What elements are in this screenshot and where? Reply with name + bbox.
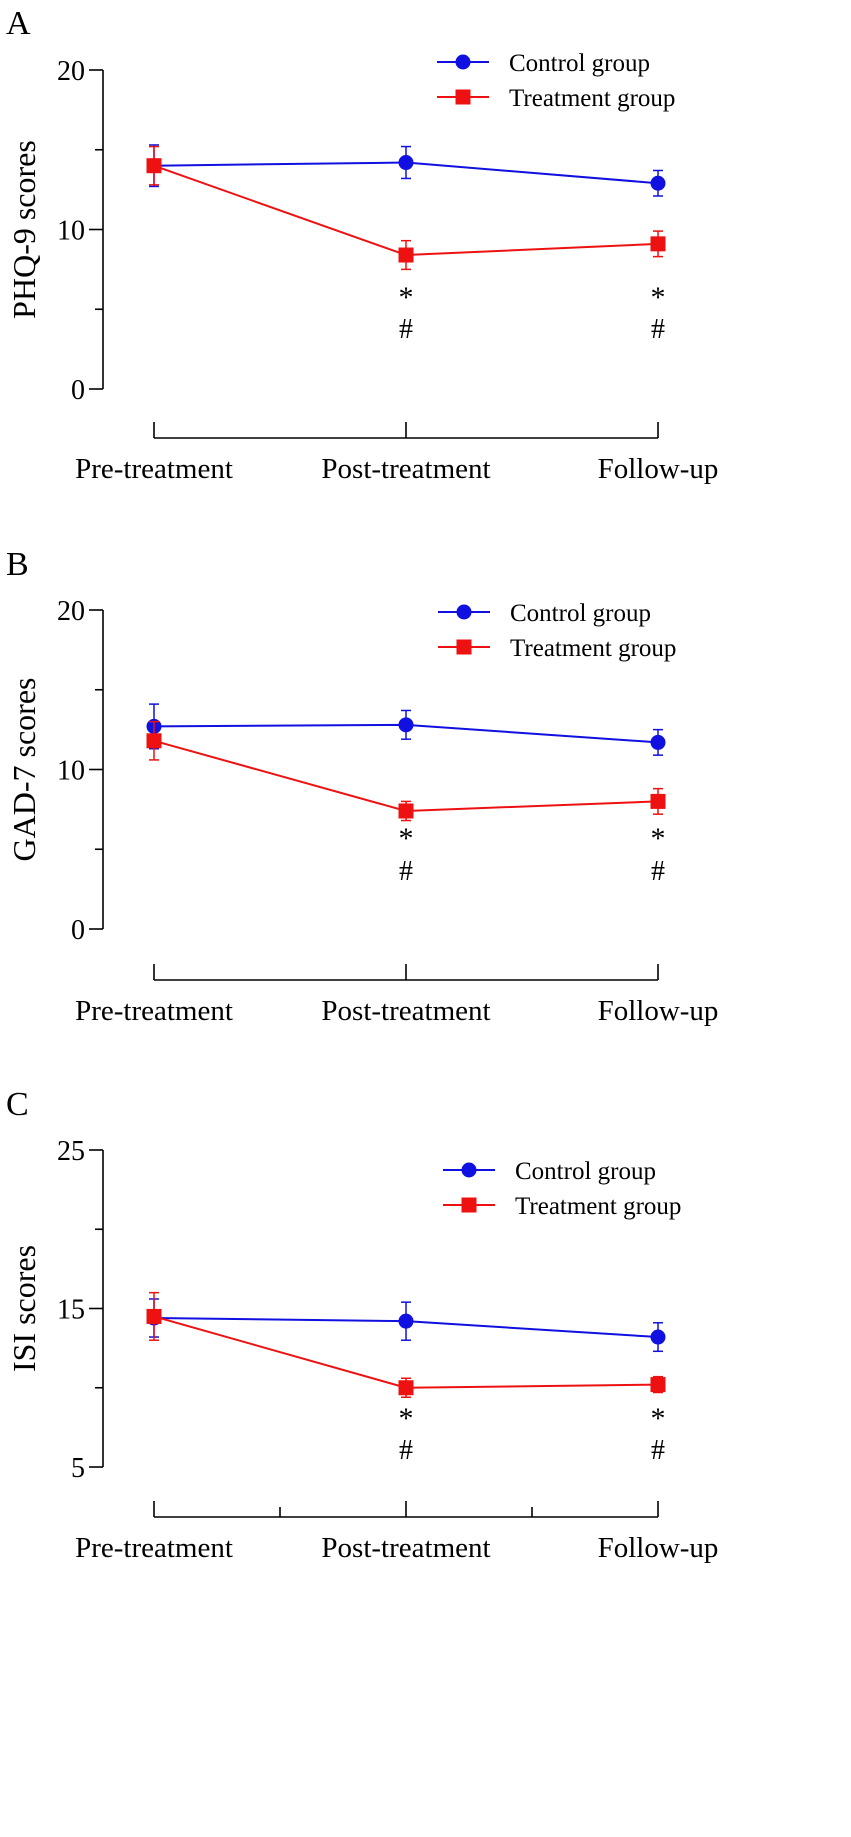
legend-entry-control-group: Control group [443,1158,656,1185]
significance-hash: # [399,1435,413,1466]
significance-hash: # [651,314,665,345]
legend-label: Treatment group [510,635,676,662]
series-treatment-group [146,1291,666,1399]
legend-label: Control group [510,600,651,627]
x-tick-label: Follow-up [598,453,719,485]
legend-marker [455,54,471,70]
legend-entry-control-group: Control group [437,50,650,77]
series-control-group [146,703,666,756]
y-tick-label: 5 [71,1453,85,1484]
x-tick-label: Post-treatment [321,1532,490,1564]
significance-hash: # [399,314,413,345]
y-tick-label: 10 [57,756,85,787]
data-point [398,1313,414,1329]
legend-label: Treatment group [509,85,675,112]
series-treatment-group [146,145,666,271]
x-tick-label: Follow-up [598,1532,719,1564]
significance-hash: # [651,1435,665,1466]
legend-entry-treatment-group: Treatment group [437,85,675,112]
y-axis-title: PHQ-9 scores [6,140,42,319]
panel-label: C [6,1086,29,1123]
y-axis-title: GAD-7 scores [6,678,42,862]
data-point [398,1380,414,1396]
x-tick-label: Post-treatment [321,453,490,485]
x-tick-label: Follow-up [598,995,719,1027]
significance-star: * [399,281,414,314]
data-point [398,717,414,733]
data-point [650,1377,666,1393]
y-tick-label: 10 [57,216,85,247]
data-point [650,236,666,252]
series-control-group [146,1298,666,1353]
y-tick-label: 20 [57,56,85,87]
series-control-group [146,144,666,197]
y-tick-label: 20 [57,596,85,627]
legend-entry-treatment-group: Treatment group [438,635,676,662]
significance-star: * [651,281,666,314]
legend-entry-control-group: Control group [438,600,651,627]
data-point [146,1308,162,1324]
y-tick-label: 15 [57,1295,85,1326]
panel-label: B [6,546,29,583]
significance-hash: # [399,856,413,887]
data-point [146,158,162,174]
significance-star: * [399,822,414,855]
x-tick-label: Pre-treatment [75,1532,233,1564]
y-tick-label: 0 [71,915,85,946]
legend-marker [461,1197,477,1213]
legend-marker [456,639,472,655]
legend-entry-treatment-group: Treatment group [443,1193,681,1220]
panel-label: A [6,5,31,42]
significance-star: * [399,1402,414,1435]
chart-panel-c: C 5 15 25 ISI scores Pre-treatment Post-treatm… [6,1086,718,1564]
legend-marker [456,604,472,620]
x-tick-label: Post-treatment [321,995,490,1027]
y-tick-label: 0 [71,375,85,406]
data-point [650,793,666,809]
legend-label: Treatment group [515,1193,681,1220]
significance-star: * [651,1402,666,1435]
data-point [398,247,414,263]
series-treatment-group [146,720,666,822]
y-axis-title: ISI scores [6,1245,42,1372]
legend-marker [455,89,471,105]
y-tick-label: 25 [57,1136,85,1167]
significance-hash: # [651,856,665,887]
chart-panel-a: A 0 10 20 PHQ-9 scores Pre-treatment Post-trea… [6,5,718,485]
series-line [153,739,659,812]
data-point [650,175,666,191]
data-point [650,734,666,750]
significance-star: * [651,822,666,855]
legend-label: Control group [509,50,650,77]
legend-label: Control group [515,1158,656,1185]
data-point [398,155,414,171]
legend-marker [461,1162,477,1178]
data-point [650,1329,666,1345]
x-tick-label: Pre-treatment [75,995,233,1027]
x-tick-label: Pre-treatment [75,453,233,485]
chart-panel-b: B 0 10 20 GAD-7 scores Pre-treatment Post-trea… [6,546,718,1027]
data-point [398,803,414,819]
data-point [146,733,162,749]
